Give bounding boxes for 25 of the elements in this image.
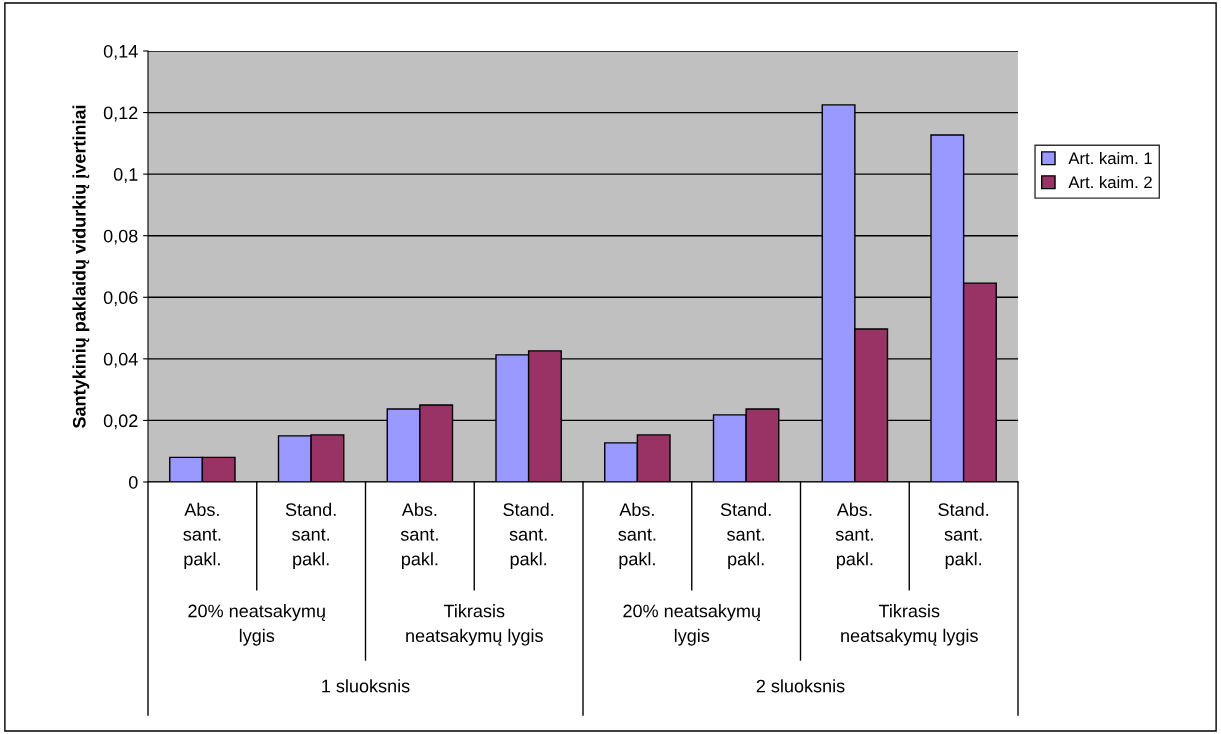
y-tick-label: 0,1 <box>113 168 138 183</box>
y-tick-label: 0,14 <box>103 44 138 60</box>
x-tick-label: Stand. sant. pakl. <box>720 502 771 569</box>
x-tick-label: Abs. sant. pakl. <box>400 502 438 569</box>
y-tick-label: 0,02 <box>103 414 138 430</box>
y-tick-label: 0,12 <box>103 106 138 122</box>
text: 20% neatsakymų lygis <box>623 604 761 646</box>
x-tick-label: Stand. sant. pakl. <box>938 502 989 569</box>
x-tick-label: Abs. sant. pakl. <box>183 502 221 569</box>
legend-label: Art. kaim. 2 <box>1068 175 1152 189</box>
x-tick-label: Stand. sant. pakl. <box>285 502 336 569</box>
x-tick-label: Stand. sant. pakl. <box>503 502 554 569</box>
text: Tikrasis neatsakymų lygis <box>406 604 543 646</box>
text: Tikrasis neatsakymų lygis <box>841 604 978 646</box>
text: 2 sluoksnis <box>756 679 845 693</box>
y-tick-label: 0,04 <box>103 352 138 368</box>
x-tick-label: Abs. sant. pakl. <box>618 502 656 569</box>
x-tick-label: Abs. sant. pakl. <box>835 502 873 569</box>
y-axis-title: Santykinių paklaidų vidurkių įvertiniai <box>72 105 90 429</box>
y-tick-label: 0,06 <box>103 291 138 307</box>
legend-label: Art. kaim. 1 <box>1068 151 1152 165</box>
y-tick-label: 0,08 <box>103 229 138 245</box>
text: 20% neatsakymų lygis <box>188 604 326 646</box>
y-tick-label: 0 <box>128 475 138 489</box>
text: 1 sluoksnis <box>322 679 410 693</box>
